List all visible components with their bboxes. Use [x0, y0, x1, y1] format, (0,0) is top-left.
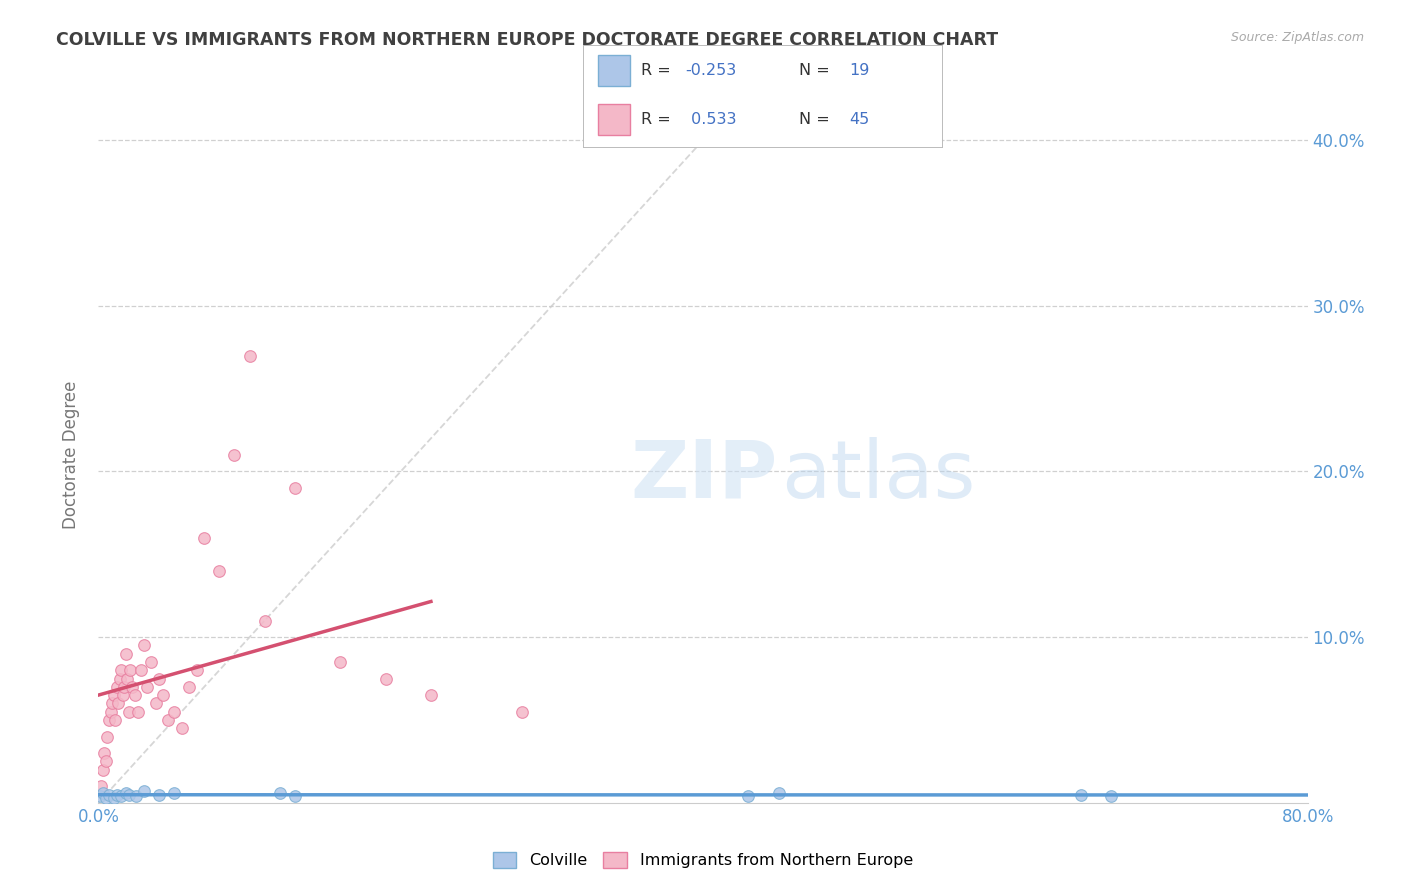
Point: [108, 672, 131, 686]
Text: COLVILLE VS IMMIGRANTS FROM NORTHERN EUROPE DOCTORATE DEGREE CORRELATION CHART: COLVILLE VS IMMIGRANTS FROM NORTHERN EUR…: [56, 31, 998, 49]
Point: [94, 790, 117, 805]
Point: [284, 789, 307, 804]
Point: [152, 688, 174, 702]
Point: [374, 672, 396, 686]
Point: [98, 788, 121, 802]
Point: [111, 688, 134, 702]
Point: [91, 786, 114, 800]
Point: [103, 790, 125, 805]
Text: 0.533: 0.533: [686, 112, 737, 127]
Point: [115, 672, 138, 686]
Point: [148, 788, 170, 802]
Point: [103, 688, 125, 702]
Point: [120, 663, 142, 677]
Text: N =: N =: [799, 112, 835, 127]
FancyBboxPatch shape: [598, 104, 630, 135]
Point: [156, 713, 179, 727]
Point: [737, 789, 759, 804]
Text: ZIP: ZIP: [630, 437, 778, 515]
Y-axis label: Doctorate Degree: Doctorate Degree: [62, 381, 80, 529]
Point: [141, 655, 163, 669]
Point: [253, 614, 276, 628]
Point: [124, 688, 146, 702]
Point: [135, 680, 157, 694]
Point: [145, 697, 167, 711]
Point: [193, 531, 215, 545]
Point: [186, 663, 208, 677]
Point: [110, 663, 132, 677]
FancyBboxPatch shape: [598, 55, 630, 86]
Point: [239, 349, 262, 363]
Text: Source: ZipAtlas.com: Source: ZipAtlas.com: [1230, 31, 1364, 45]
Text: 19: 19: [849, 62, 869, 78]
Point: [93, 746, 115, 760]
Point: [129, 663, 152, 677]
Point: [329, 655, 352, 669]
Point: [1099, 789, 1122, 804]
Point: [91, 763, 114, 777]
Point: [127, 705, 149, 719]
Point: [105, 788, 128, 802]
Point: [132, 784, 155, 798]
Point: [94, 755, 117, 769]
Point: [104, 713, 127, 727]
Point: [163, 705, 186, 719]
Text: -0.253: -0.253: [686, 62, 737, 78]
Point: [114, 786, 136, 800]
Point: [170, 721, 193, 735]
Point: [96, 730, 118, 744]
Point: [89, 789, 111, 804]
Point: [121, 680, 143, 694]
Point: [208, 564, 231, 578]
Text: R =: R =: [641, 112, 676, 127]
Point: [768, 786, 790, 800]
Point: [163, 786, 186, 800]
Point: [118, 705, 141, 719]
Text: N =: N =: [799, 62, 835, 78]
Point: [105, 680, 128, 694]
Text: R =: R =: [641, 62, 676, 78]
Point: [110, 789, 132, 804]
Point: [284, 481, 307, 495]
Point: [107, 697, 129, 711]
Point: [100, 705, 122, 719]
Point: [420, 688, 443, 702]
Text: 45: 45: [849, 112, 869, 127]
Point: [510, 705, 533, 719]
Point: [269, 786, 291, 800]
Legend: Colville, Immigrants from Northern Europe: Colville, Immigrants from Northern Europ…: [486, 846, 920, 875]
Text: atlas: atlas: [782, 437, 976, 515]
Point: [112, 680, 135, 694]
Point: [224, 448, 246, 462]
Point: [179, 680, 201, 694]
Point: [90, 779, 112, 793]
Point: [1070, 788, 1092, 802]
Point: [98, 713, 121, 727]
Point: [132, 639, 155, 653]
Point: [148, 672, 170, 686]
Point: [114, 647, 136, 661]
Point: [125, 789, 148, 804]
Point: [101, 697, 124, 711]
Point: [118, 788, 141, 802]
